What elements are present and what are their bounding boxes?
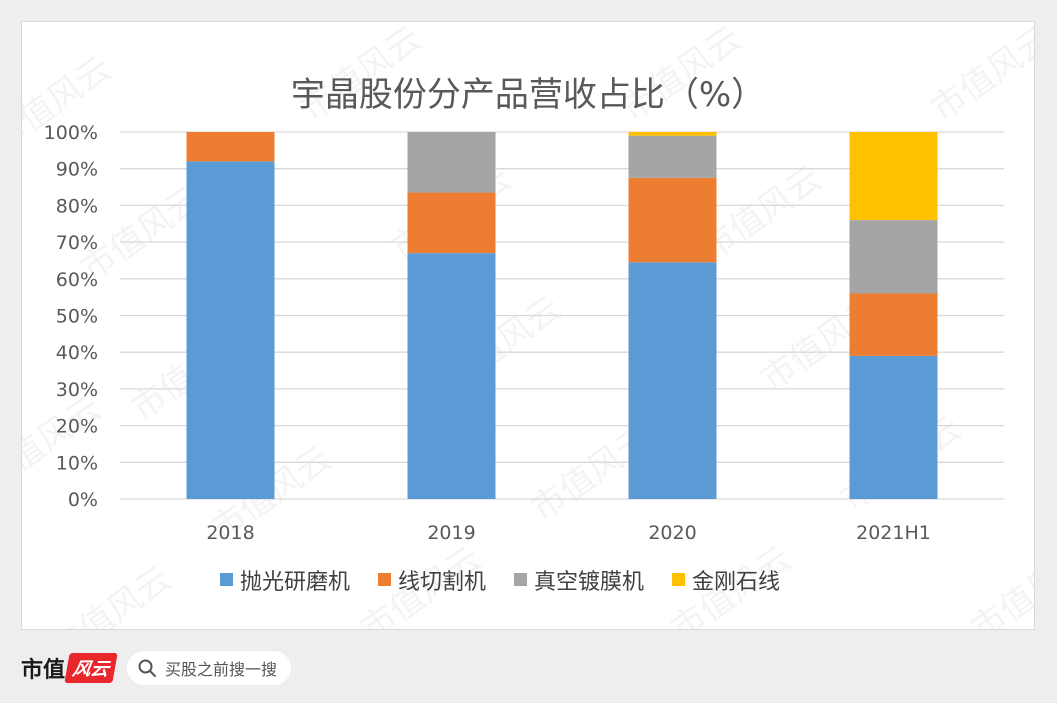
x-tick-label: 2021H1 (856, 522, 931, 544)
chart-frame: 市值风云市值风云市值风云市值风云市值风云市值风云市值风云市值风云市值风云市值风云… (21, 21, 1035, 630)
x-tick-label: 2018 (206, 522, 254, 544)
legend-swatch (378, 573, 392, 586)
search-icon (138, 659, 157, 677)
y-tick-label: 40% (56, 342, 98, 364)
brand-logo-mark: 风云 (64, 653, 118, 683)
search-box[interactable]: 买股之前搜一搜 (127, 651, 292, 685)
stacked-bar-chart: 市值风云市值风云市值风云市值风云市值风云市值风云市值风云市值风云市值风云市值风云… (22, 22, 1034, 629)
legend-swatch (514, 573, 528, 586)
legend-label: 线切割机 (398, 570, 486, 595)
y-tick-label: 20% (56, 416, 98, 438)
bar-segment (407, 253, 496, 499)
legend-label: 真空镀膜机 (534, 570, 644, 595)
bar-segment (628, 262, 717, 499)
x-tick-label: 2020 (648, 522, 696, 544)
legend-swatch (672, 573, 686, 586)
bar-segment (849, 293, 938, 356)
bar-segment (628, 135, 717, 178)
y-tick-label: 50% (56, 306, 98, 328)
y-tick-label: 90% (56, 159, 98, 181)
bar-segment (849, 220, 938, 294)
search-placeholder: 买股之前搜一搜 (165, 660, 278, 679)
y-tick-label: 10% (56, 452, 98, 474)
bar-segment (186, 161, 275, 500)
bar-segment (628, 177, 717, 263)
bar-segment (407, 192, 496, 254)
bar-segment (849, 355, 938, 499)
legend-swatch (220, 573, 233, 586)
brand-name: 市值 (21, 657, 66, 683)
y-tick-label: 0% (68, 489, 98, 511)
bar-segment (849, 132, 938, 221)
y-tick-label: 100% (44, 122, 98, 144)
legend-label: 金刚石线 (692, 570, 780, 595)
x-tick-label: 2019 (427, 522, 475, 544)
y-tick-label: 70% (56, 232, 98, 254)
brand-bar: 市值 风云 买股之前搜一搜 (21, 648, 292, 688)
y-tick-label: 60% (56, 269, 98, 291)
y-axis-ticks: 0% 10% 20% 30% 40% 50% 60% 70% 80% 90% 100% (44, 122, 98, 511)
bar-segment (186, 132, 275, 162)
legend: 抛光研磨机 线切割机 真空镀膜机 金刚石线 (220, 570, 780, 595)
bars (186, 132, 938, 500)
legend-label: 抛光研磨机 (240, 570, 350, 595)
chart-title: 宇晶股份分产品营收占比（%） (291, 75, 765, 115)
y-tick-label: 80% (56, 195, 98, 217)
x-axis-ticks: 2018 2019 2020 2021H1 (206, 522, 931, 544)
bar-segment (407, 132, 496, 193)
bar-segment (628, 132, 717, 136)
y-tick-label: 30% (56, 379, 98, 401)
